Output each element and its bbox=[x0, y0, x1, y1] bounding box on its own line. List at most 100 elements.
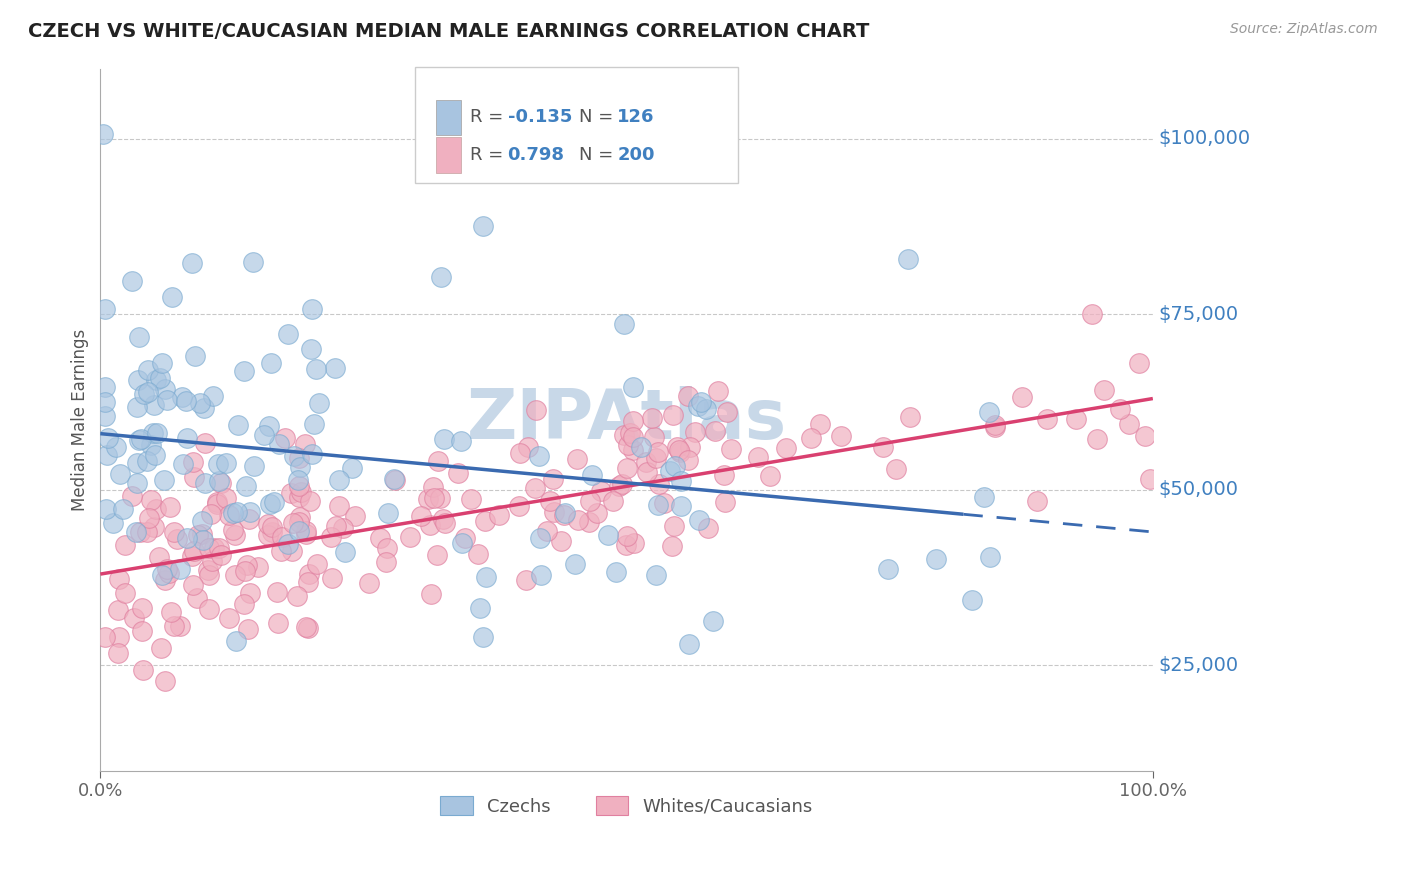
Text: $25,000: $25,000 bbox=[1159, 656, 1239, 675]
Point bbox=[208, 475, 231, 489]
Point bbox=[581, 467, 603, 482]
Text: $50,000: $50,000 bbox=[1159, 480, 1239, 500]
Point bbox=[94, 380, 117, 394]
Point bbox=[233, 564, 256, 578]
Point bbox=[616, 460, 638, 475]
Point bbox=[188, 396, 211, 410]
Point bbox=[308, 396, 330, 410]
Point bbox=[260, 356, 283, 370]
Point bbox=[287, 479, 309, 493]
Point bbox=[145, 373, 167, 387]
Point bbox=[125, 456, 148, 470]
Point bbox=[524, 481, 547, 495]
Point bbox=[690, 395, 713, 409]
Point bbox=[357, 576, 380, 591]
Point bbox=[706, 384, 728, 398]
Point bbox=[238, 511, 260, 525]
Point bbox=[224, 567, 246, 582]
Point bbox=[678, 453, 700, 467]
Point bbox=[716, 405, 738, 419]
Point bbox=[543, 505, 565, 519]
Point bbox=[226, 505, 249, 519]
Point bbox=[579, 494, 602, 508]
Point bbox=[136, 384, 159, 399]
Point bbox=[239, 586, 262, 600]
Point bbox=[129, 524, 152, 539]
Point bbox=[321, 571, 343, 585]
Point bbox=[132, 663, 155, 677]
Point bbox=[193, 533, 215, 547]
Point bbox=[253, 428, 276, 442]
Point bbox=[281, 516, 304, 530]
Point bbox=[298, 567, 321, 582]
Point bbox=[288, 509, 311, 524]
Point bbox=[170, 390, 193, 404]
Point bbox=[688, 399, 710, 413]
Point bbox=[467, 547, 489, 561]
Point bbox=[233, 597, 256, 611]
Point bbox=[283, 449, 305, 463]
Point bbox=[156, 561, 179, 575]
Point bbox=[236, 622, 259, 636]
Point bbox=[125, 475, 148, 490]
Point bbox=[277, 537, 299, 551]
Point bbox=[183, 470, 205, 484]
Point bbox=[460, 492, 482, 507]
Point bbox=[150, 567, 173, 582]
Point bbox=[720, 442, 742, 456]
Point bbox=[162, 525, 184, 540]
Point bbox=[128, 330, 150, 344]
Point bbox=[288, 490, 311, 504]
Point bbox=[135, 525, 157, 540]
Point bbox=[152, 473, 174, 487]
Point bbox=[538, 494, 561, 508]
Point bbox=[509, 446, 531, 460]
Point bbox=[122, 611, 145, 625]
Point bbox=[236, 558, 259, 573]
Point bbox=[416, 491, 439, 506]
Point bbox=[616, 529, 638, 543]
Point bbox=[155, 574, 177, 588]
Point bbox=[299, 493, 322, 508]
Point bbox=[181, 255, 204, 269]
Point bbox=[107, 603, 129, 617]
Point bbox=[201, 389, 224, 403]
Point bbox=[426, 548, 449, 562]
Point bbox=[332, 521, 354, 535]
Point bbox=[207, 497, 229, 511]
Point bbox=[260, 525, 283, 540]
Point bbox=[96, 448, 118, 462]
Point bbox=[209, 548, 232, 562]
Point bbox=[142, 398, 165, 412]
Point bbox=[297, 575, 319, 590]
Point bbox=[256, 516, 278, 531]
Point bbox=[194, 475, 217, 490]
Point bbox=[605, 565, 627, 579]
Point bbox=[430, 269, 453, 284]
Point bbox=[648, 477, 671, 491]
Point bbox=[202, 541, 225, 556]
Point bbox=[659, 464, 682, 478]
Point bbox=[287, 473, 309, 487]
Point bbox=[176, 431, 198, 445]
Point bbox=[288, 460, 311, 475]
Point bbox=[530, 568, 553, 582]
Point bbox=[163, 619, 186, 633]
Point bbox=[176, 394, 198, 409]
Point bbox=[270, 543, 292, 558]
Point bbox=[602, 493, 624, 508]
Point bbox=[589, 483, 612, 498]
Point bbox=[896, 252, 918, 266]
Point bbox=[97, 431, 120, 445]
Point bbox=[215, 491, 238, 506]
Point bbox=[617, 438, 640, 452]
Point bbox=[266, 584, 288, 599]
Legend: Czechs, Whites/Caucasians: Czechs, Whites/Caucasians bbox=[432, 788, 823, 825]
Point bbox=[621, 430, 644, 444]
Point bbox=[515, 573, 537, 587]
Point bbox=[343, 508, 366, 523]
Point bbox=[142, 426, 165, 441]
Point bbox=[671, 499, 693, 513]
Point bbox=[471, 219, 494, 233]
Point bbox=[607, 479, 630, 493]
